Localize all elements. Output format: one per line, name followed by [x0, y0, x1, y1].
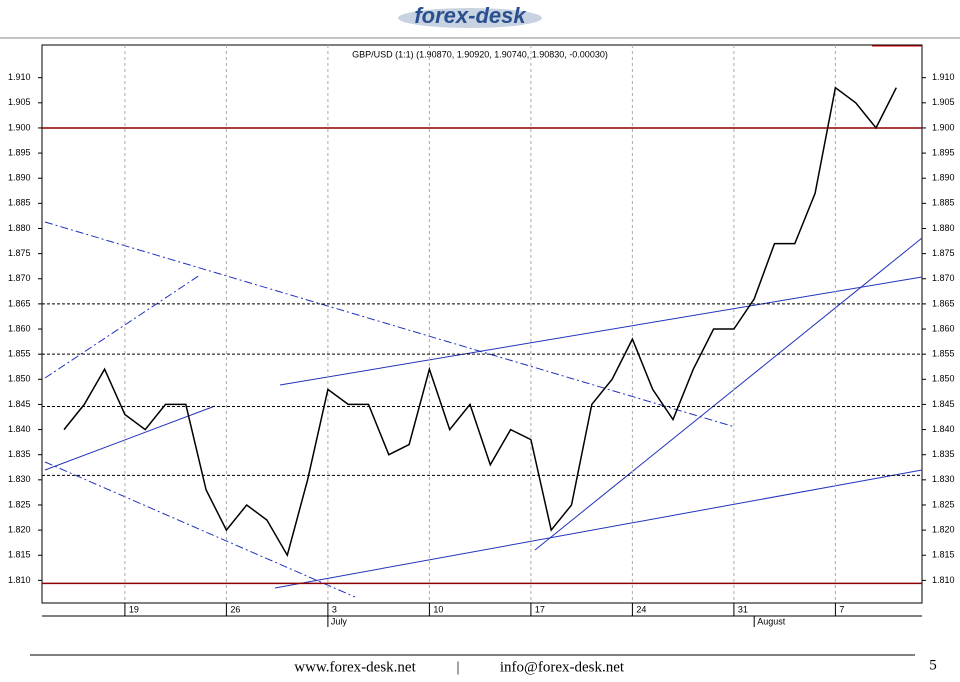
- x-tick-label: 7: [839, 604, 844, 614]
- y-tick-label: 1.850: [8, 374, 31, 384]
- x-tick-label: 24: [636, 604, 646, 614]
- plot-frame: [41, 44, 923, 604]
- footer-website: www.forex-desk.net: [294, 659, 416, 675]
- logo: forex-desk: [414, 3, 527, 28]
- y-tick-label: 1.900: [932, 122, 955, 132]
- trend-line: [44, 461, 356, 598]
- y-tick-label: 1.860: [932, 323, 955, 333]
- y-tick-label: 1.885: [932, 198, 955, 208]
- y-tick-label: 1.890: [8, 173, 31, 183]
- y-tick-label: 1.850: [932, 374, 955, 384]
- y-tick-label: 1.865: [8, 298, 31, 308]
- trend-line: [44, 221, 736, 428]
- y-tick-label: 1.890: [932, 173, 955, 183]
- y-tick-label: 1.875: [932, 248, 955, 258]
- y-tick-label: 1.875: [8, 248, 31, 258]
- y-tick-label: 1.825: [8, 499, 31, 509]
- x-tick-label: 3: [332, 604, 337, 614]
- x-tick-label: 10: [433, 604, 443, 614]
- page-number: 5: [929, 657, 937, 673]
- y-tick-label: 1.845: [8, 399, 31, 409]
- y-tick-label: 1.855: [8, 349, 31, 359]
- footer-email: info@forex-desk.net: [500, 659, 625, 675]
- y-tick-label: 1.865: [932, 298, 955, 308]
- y-tick-label: 1.860: [8, 323, 31, 333]
- y-tick-label: 1.815: [8, 550, 31, 560]
- y-tick-label: 1.840: [932, 424, 955, 434]
- trend-lines: [44, 221, 923, 598]
- y-tick-label: 1.845: [932, 399, 955, 409]
- y-tick-label: 1.870: [932, 273, 955, 283]
- trend-line: [534, 237, 923, 551]
- logo-swoosh: [398, 8, 542, 28]
- y-tick-label: 1.835: [932, 449, 955, 459]
- y-tick-label: 1.880: [932, 223, 955, 233]
- y-tick-label: 1.880: [8, 223, 31, 233]
- y-tick-label: 1.870: [8, 273, 31, 283]
- y-tick-label: 1.855: [932, 349, 955, 359]
- y-tick-label: 1.820: [8, 524, 31, 534]
- y-tick-label: 1.840: [8, 424, 31, 434]
- y-tick-label: 1.830: [8, 474, 31, 484]
- trend-line: [279, 276, 923, 386]
- x-tick-label: 31: [738, 604, 748, 614]
- x-tick-label: 19: [129, 604, 139, 614]
- month-label: July: [331, 616, 348, 626]
- y-tick-label: 1.830: [932, 474, 955, 484]
- y-tick-label: 1.825: [932, 499, 955, 509]
- y-tick-label: 1.910: [8, 72, 31, 82]
- chart-title: GBP/USD (1:1) (1.90870, 1.90920, 1.90740…: [352, 49, 608, 59]
- y-tick-label: 1.905: [8, 97, 31, 107]
- x-tick-label: 26: [230, 604, 240, 614]
- y-tick-label: 1.910: [932, 72, 955, 82]
- price-line: [63, 86, 897, 558]
- trend-line: [44, 274, 201, 379]
- y-tick-label: 1.810: [8, 575, 31, 585]
- month-label: August: [757, 616, 786, 626]
- y-tick-label: 1.895: [8, 147, 31, 157]
- y-tick-label: 1.820: [932, 524, 955, 534]
- trend-line: [274, 469, 923, 589]
- y-tick-label: 1.895: [932, 147, 955, 157]
- y-tick-label: 1.835: [8, 449, 31, 459]
- trend-line: [44, 405, 216, 471]
- x-tick-label: 17: [535, 604, 545, 614]
- y-tick-label: 1.810: [932, 575, 955, 585]
- y-tick-label: 1.815: [932, 550, 955, 560]
- footer-separator: |: [456, 659, 459, 675]
- y-tick-label: 1.900: [8, 122, 31, 132]
- y-tick-label: 1.905: [932, 97, 955, 107]
- y-tick-label: 1.885: [8, 198, 31, 208]
